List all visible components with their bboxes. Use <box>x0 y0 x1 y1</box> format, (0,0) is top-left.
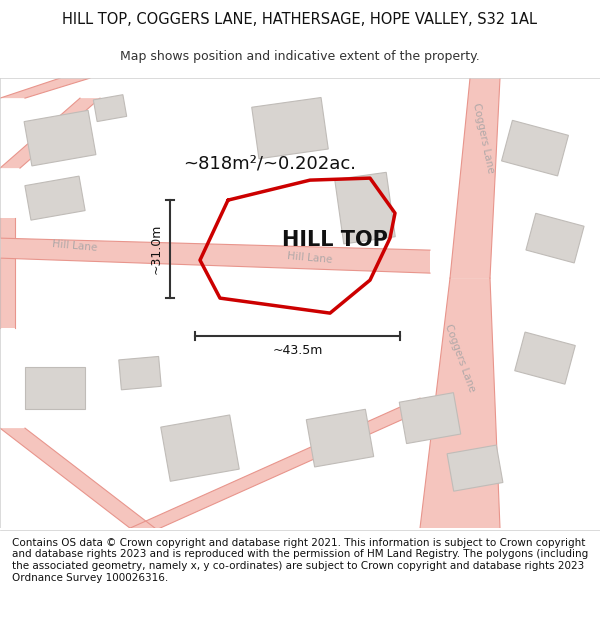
Polygon shape <box>0 218 15 328</box>
Text: Coggers Lane: Coggers Lane <box>470 102 496 174</box>
Polygon shape <box>335 173 395 244</box>
Polygon shape <box>0 238 430 273</box>
Polygon shape <box>526 213 584 263</box>
Text: ~31.0m: ~31.0m <box>149 224 163 274</box>
Polygon shape <box>515 332 575 384</box>
Polygon shape <box>450 78 500 278</box>
Polygon shape <box>130 398 450 528</box>
Polygon shape <box>119 356 161 390</box>
Polygon shape <box>399 392 461 444</box>
Text: Contains OS data © Crown copyright and database right 2021. This information is : Contains OS data © Crown copyright and d… <box>12 538 588 582</box>
Text: Coggers Lane: Coggers Lane <box>443 322 477 394</box>
Text: HILL TOP, COGGERS LANE, HATHERSAGE, HOPE VALLEY, S32 1AL: HILL TOP, COGGERS LANE, HATHERSAGE, HOPE… <box>62 12 538 27</box>
Polygon shape <box>420 278 500 528</box>
Polygon shape <box>25 367 85 409</box>
Polygon shape <box>447 445 503 491</box>
Polygon shape <box>0 78 90 98</box>
Text: ~818m²/~0.202ac.: ~818m²/~0.202ac. <box>184 154 356 172</box>
Polygon shape <box>161 415 239 481</box>
Polygon shape <box>306 409 374 467</box>
Polygon shape <box>502 121 568 176</box>
Polygon shape <box>0 98 100 168</box>
Polygon shape <box>0 428 155 528</box>
Text: ~43.5m: ~43.5m <box>272 344 323 357</box>
Polygon shape <box>94 94 127 122</box>
Polygon shape <box>252 98 328 159</box>
Text: Map shows position and indicative extent of the property.: Map shows position and indicative extent… <box>120 50 480 62</box>
Polygon shape <box>24 111 96 166</box>
Polygon shape <box>25 176 85 220</box>
Text: HILL TOP: HILL TOP <box>282 230 388 250</box>
Text: Hill Lane: Hill Lane <box>287 251 333 265</box>
Text: Hill Lane: Hill Lane <box>52 239 98 253</box>
